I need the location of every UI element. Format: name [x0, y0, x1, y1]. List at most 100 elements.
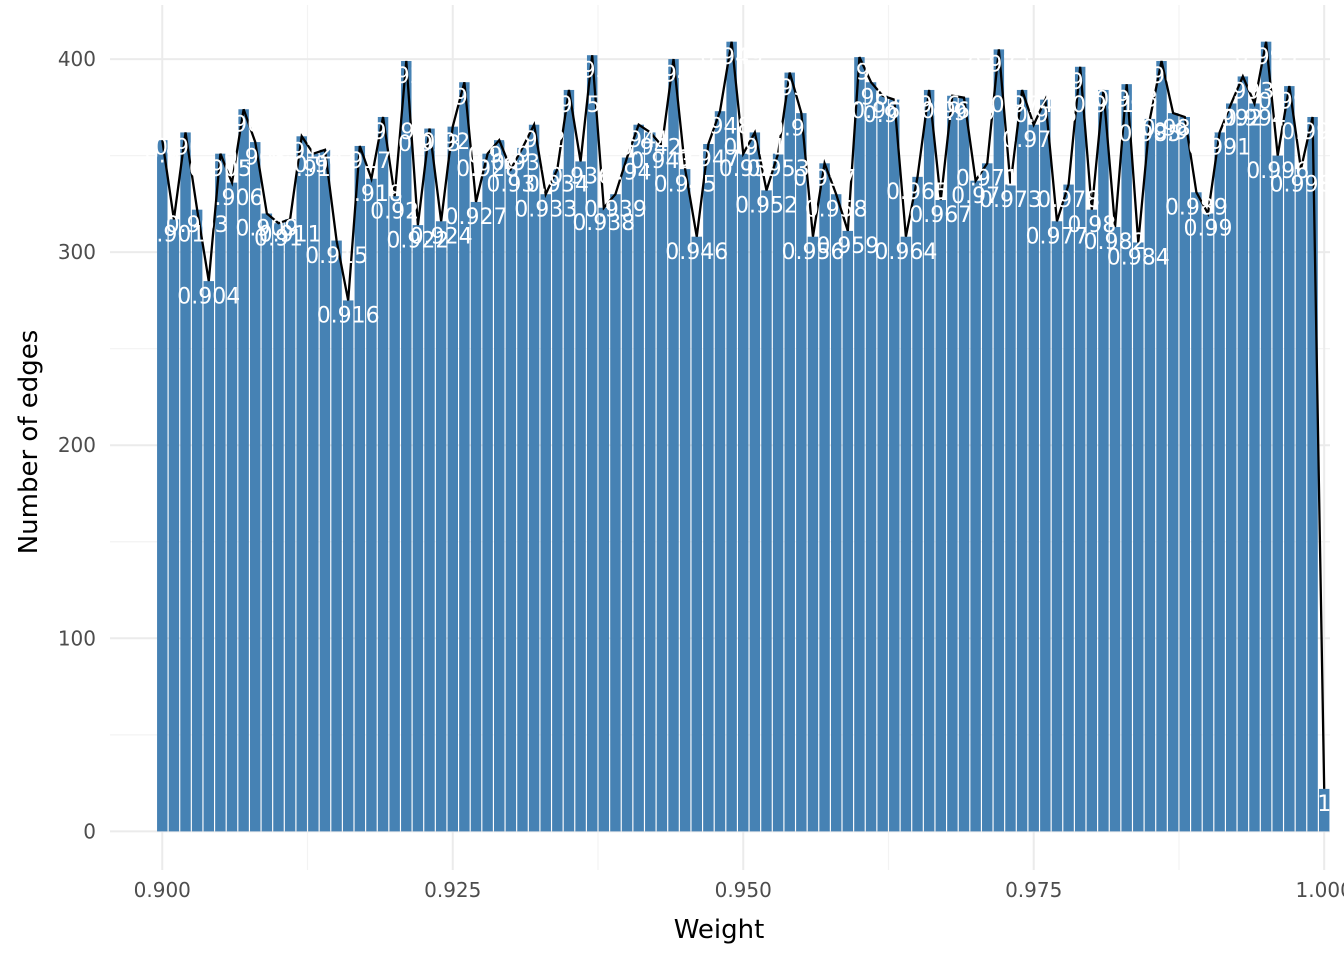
bar [1318, 788, 1330, 832]
bar-label: 0.93 [486, 172, 535, 197]
bar [1272, 155, 1283, 832]
bar-label: 0.908 [224, 145, 287, 170]
bar [958, 97, 970, 832]
bar [435, 221, 447, 832]
bar-label: 0.923 [398, 132, 461, 157]
bar [377, 116, 389, 832]
x-axis-ticks: 0.900 0.925 0.950 0.975 1.000 [134, 878, 1344, 902]
x-tick-label: 0.900 [134, 878, 191, 902]
bar [1249, 103, 1260, 832]
bar-label: 0.943 [630, 149, 693, 174]
bar-label: 0.964 [874, 240, 937, 265]
bar-label: 0.924 [410, 224, 473, 249]
bar [226, 182, 238, 832]
bar [1295, 169, 1307, 832]
bar [1074, 66, 1086, 832]
bar-label: 0.937 [561, 58, 624, 83]
bar [1260, 41, 1272, 832]
bar [923, 89, 935, 832]
bar [1121, 84, 1132, 832]
bar-label: 0.99 [1184, 217, 1233, 242]
bar [621, 157, 633, 832]
bar-label: 0.972 [967, 53, 1030, 78]
x-tick-label: 1.000 [1296, 878, 1344, 902]
x-axis-title: Weight [674, 915, 765, 945]
bar [354, 145, 366, 832]
bar-label: 0.996 [1246, 159, 1309, 184]
bar-label: 0.978 [1037, 188, 1100, 213]
bar [749, 132, 761, 832]
bar [528, 124, 540, 832]
bar [1028, 124, 1039, 832]
bar-label: 0.974 [991, 93, 1054, 118]
bar-label: 0.984 [1107, 246, 1170, 271]
bar [761, 190, 772, 832]
bar [563, 89, 575, 832]
bar-label: 0.905 [189, 157, 252, 182]
bar-label: 0.96 [835, 60, 884, 85]
bar [1237, 76, 1249, 832]
bar-label: 0.911 [259, 223, 322, 248]
y-tick-label: 300 [58, 240, 96, 264]
bar-label: 0.991 [1188, 136, 1251, 161]
bar [935, 200, 946, 832]
bar-label: 0.919 [352, 120, 415, 145]
bars [157, 41, 1330, 832]
bar [900, 236, 912, 832]
bar [203, 281, 214, 832]
bar-label: 0.983 [1095, 87, 1158, 112]
bar [1156, 60, 1167, 832]
bar-label: 0.925 [421, 130, 484, 155]
bar [982, 163, 993, 832]
bar [1040, 99, 1051, 832]
bar [470, 201, 482, 832]
bar-label: 0.932 [503, 128, 566, 153]
y-axis-ticks: 0 100 200 300 400 [58, 47, 96, 843]
bar [1179, 116, 1190, 832]
bar [645, 132, 656, 832]
bar-label: 0.966 [898, 93, 961, 118]
bar [1214, 132, 1225, 832]
bar [331, 240, 342, 832]
y-tick-label: 200 [58, 433, 96, 457]
bar-label: 0.914 [293, 153, 356, 178]
bar [865, 82, 877, 832]
bar-label: 0.91 [254, 226, 303, 251]
bar [517, 147, 528, 832]
bar-label: 0.903 [166, 213, 229, 238]
bar [459, 82, 470, 832]
count-line [161, 41, 1326, 789]
x-tick-label: 0.925 [424, 878, 481, 902]
bar [540, 194, 551, 832]
y-axis-title: Number of edges [14, 330, 44, 555]
bar [1202, 213, 1214, 832]
bar [598, 207, 610, 832]
bar-label: 0.979 [1049, 70, 1112, 95]
bar [691, 236, 702, 832]
bar [877, 95, 888, 832]
bar-label: 0.993 [1211, 80, 1274, 105]
bar [796, 113, 807, 832]
bar [401, 60, 412, 832]
bar [215, 153, 226, 832]
bar-labels: 0.90.9010.9020.9030.9040.9050.9060.9070.… [142, 45, 1344, 817]
bar [157, 140, 168, 832]
bar [1133, 242, 1144, 832]
bar-label: 0.941 [607, 128, 670, 153]
bar [389, 196, 400, 832]
bar-label: 0.934 [526, 172, 589, 197]
bar [610, 194, 621, 832]
bar [447, 126, 458, 832]
x-tick-label: 0.950 [715, 878, 772, 902]
bar-label: 0.955 [770, 116, 833, 141]
bar [738, 153, 749, 832]
bar [807, 236, 819, 832]
bar-label: 0.902 [154, 136, 217, 161]
bar-label: 0.999 [1281, 120, 1344, 145]
bar-label: 0.922 [386, 228, 449, 253]
bar-label: 0.913 [282, 157, 345, 182]
bar [168, 219, 180, 832]
bar [552, 169, 563, 832]
bar [250, 142, 261, 832]
bar-label: 0.949 [700, 45, 763, 70]
